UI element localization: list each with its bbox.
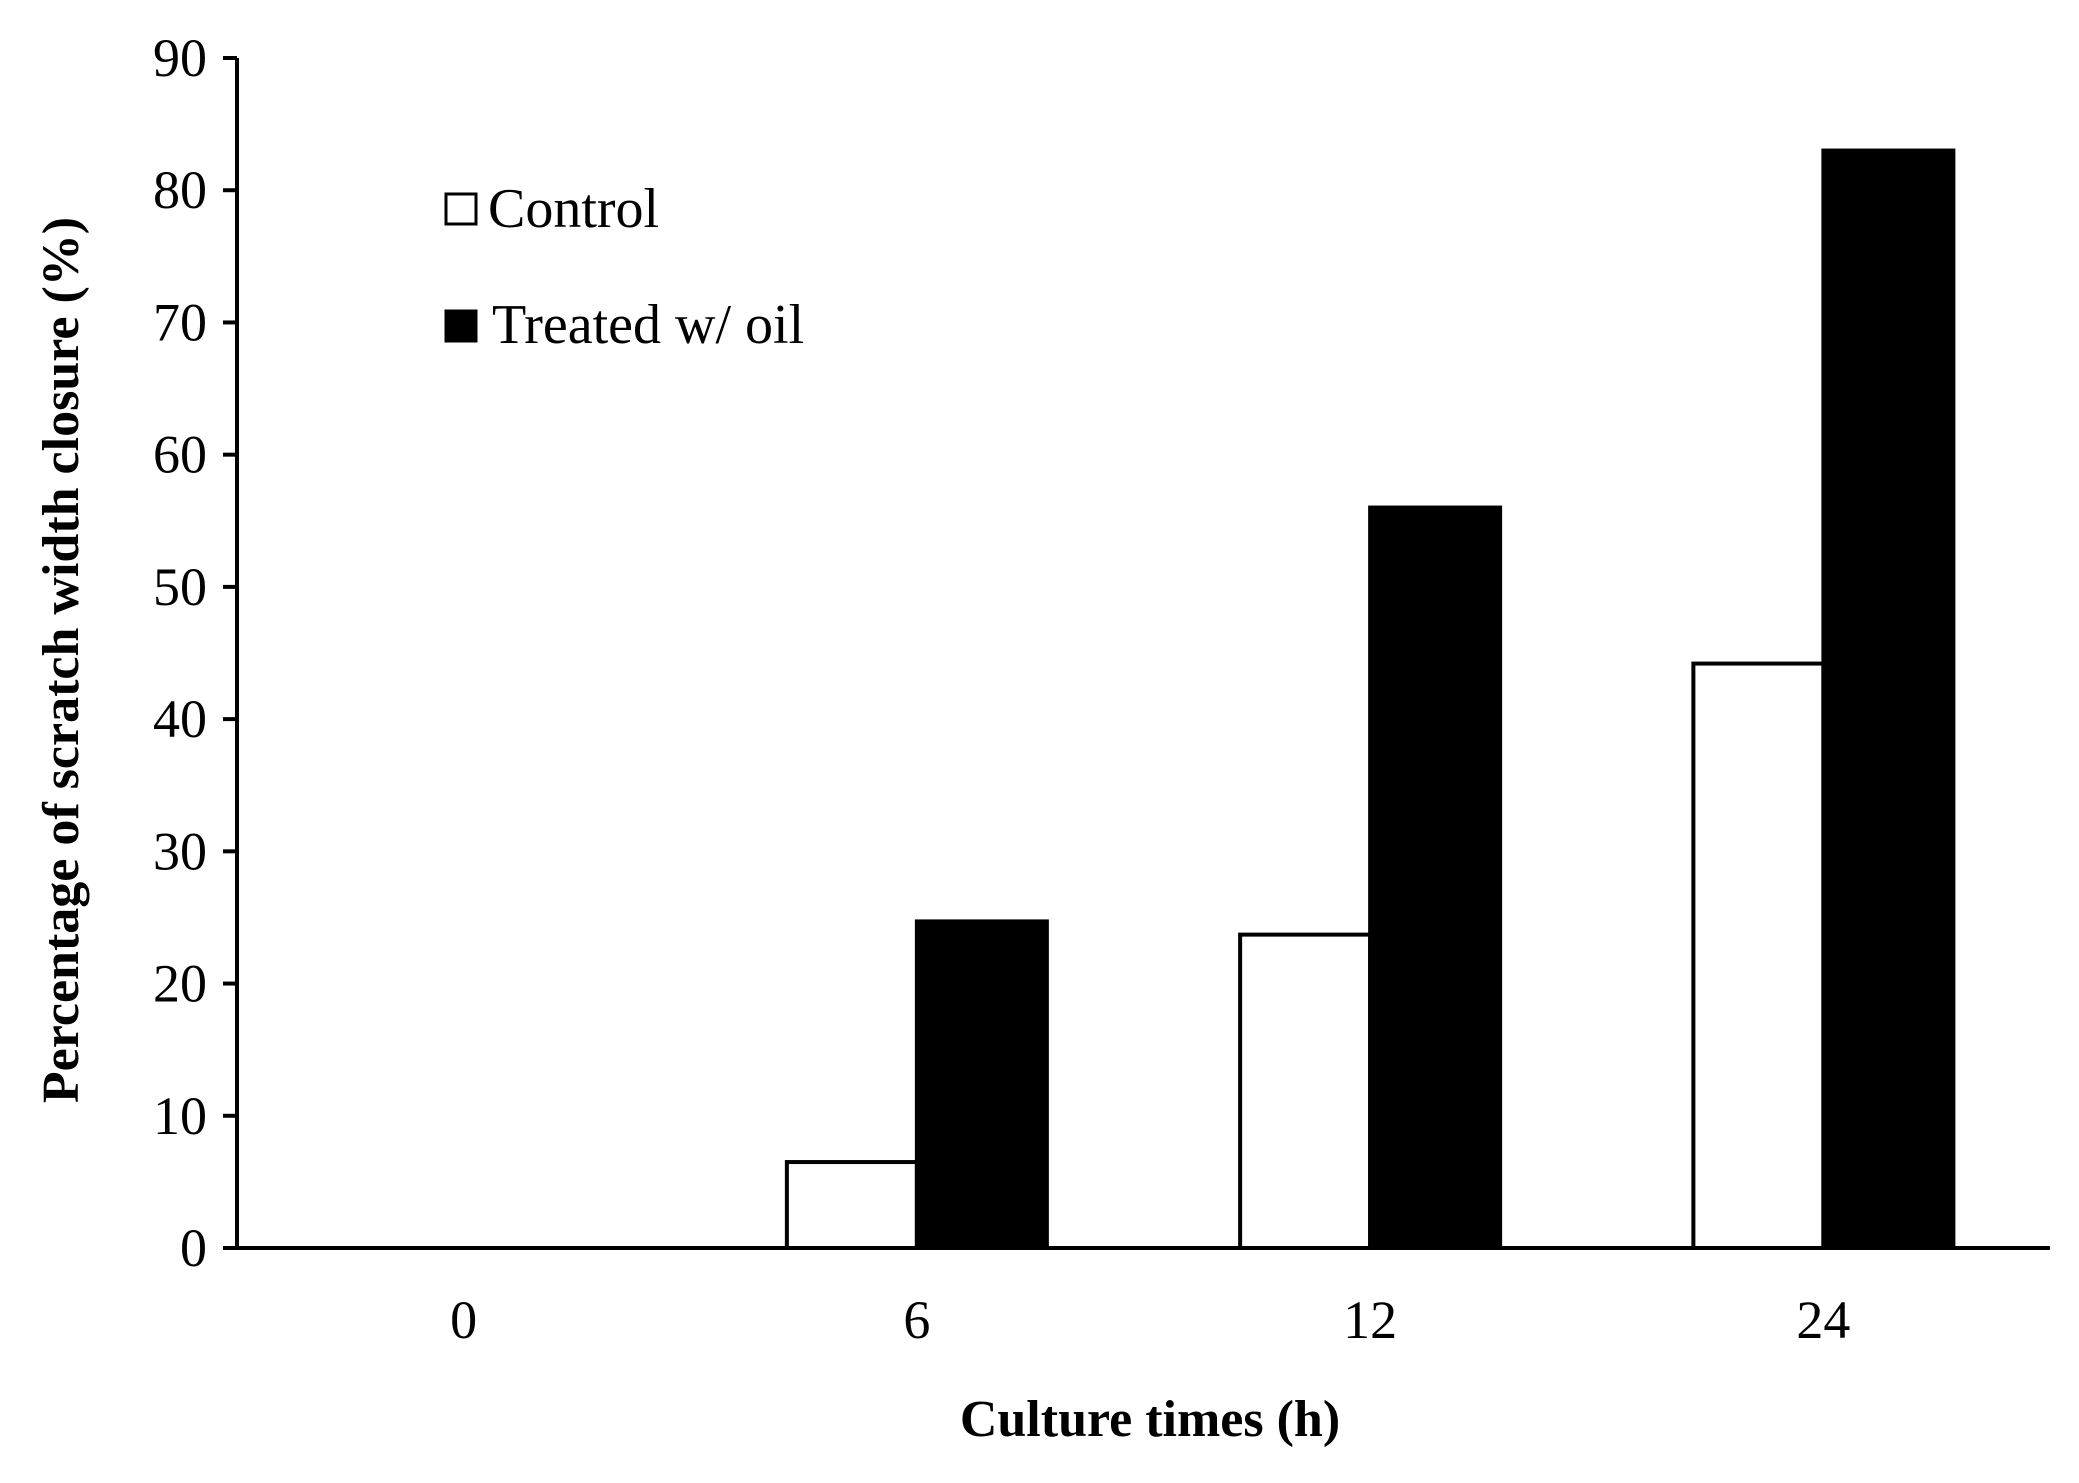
- bars-layer: [784, 148, 1956, 1251]
- bar-control-12: [1238, 932, 1373, 1251]
- legend-swatch-treated: [444, 309, 478, 343]
- bar-treated-24: [1821, 148, 1956, 1251]
- x-axis-title: Culture times (h): [960, 1391, 1340, 1448]
- y-ticks: 0 10 20 30 40 50 60 70 80 90: [153, 28, 237, 1278]
- y-axis-title: Percentage of scratch width closure (%): [33, 217, 90, 1103]
- legend-label-treated: Treated w/ oil: [492, 294, 804, 356]
- x-tick-label: 24: [1796, 1290, 1850, 1350]
- legend-label-control: Control: [488, 178, 659, 240]
- legend-swatch-control: [444, 192, 478, 226]
- x-ticks: 0 6 12 24: [450, 1290, 1850, 1350]
- x-tick-label: 12: [1343, 1290, 1397, 1350]
- y-tick-label: 60: [153, 425, 207, 485]
- legend: Control Treated w/ oil: [444, 178, 804, 356]
- y-tick-label: 0: [180, 1218, 207, 1278]
- y-tick-label: 80: [153, 160, 207, 220]
- y-tick-label: 50: [153, 557, 207, 617]
- y-tick-label: 40: [153, 689, 207, 749]
- x-tick-label: 6: [903, 1290, 930, 1350]
- y-tick-label: 10: [153, 1086, 207, 1146]
- bar-treated-12: [1368, 505, 1503, 1250]
- y-tick-label: 30: [153, 821, 207, 881]
- bar-control-6: [784, 1160, 919, 1250]
- bar-treated-6: [914, 919, 1049, 1251]
- y-tick-label: 70: [153, 292, 207, 352]
- y-tick-label: 90: [153, 28, 207, 88]
- x-tick-label: 0: [450, 1290, 477, 1350]
- bar-control-24: [1691, 661, 1826, 1250]
- axes-layer: [235, 58, 2050, 1250]
- y-tick-label: 20: [153, 954, 207, 1014]
